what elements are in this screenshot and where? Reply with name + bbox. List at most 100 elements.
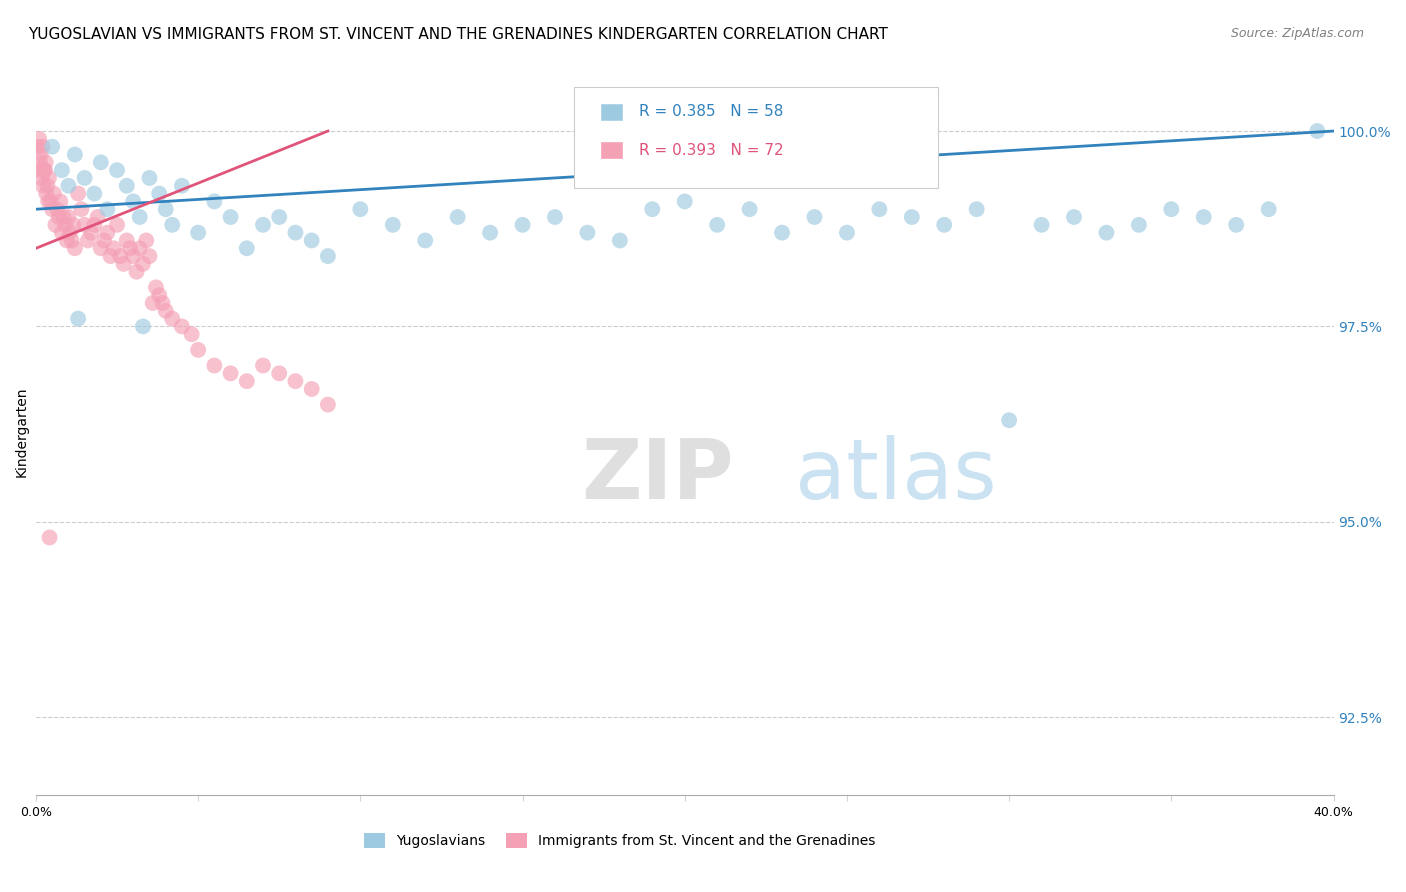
Point <box>738 202 761 217</box>
Point <box>42 186 65 201</box>
Point <box>187 343 209 357</box>
Point <box>187 226 209 240</box>
Point <box>219 367 242 381</box>
Point <box>52 210 75 224</box>
FancyBboxPatch shape <box>575 87 938 188</box>
Point <box>59 226 82 240</box>
Point <box>63 241 86 255</box>
Point <box>252 218 274 232</box>
Point <box>105 218 128 232</box>
Point <box>48 210 70 224</box>
Point <box>236 241 259 255</box>
Point <box>103 241 125 255</box>
Point <box>90 241 112 255</box>
Point <box>269 367 291 381</box>
Point <box>83 218 105 232</box>
Point <box>148 186 170 201</box>
Point <box>138 249 160 263</box>
Text: ZIP: ZIP <box>581 435 734 516</box>
Point <box>53 218 76 232</box>
Point <box>132 257 155 271</box>
FancyBboxPatch shape <box>600 141 623 160</box>
Point <box>38 170 60 185</box>
Point <box>202 194 225 209</box>
Point <box>118 241 141 255</box>
Point <box>27 139 49 153</box>
Legend: Yugoslavians, Immigrants from St. Vincent and the Grenadines: Yugoslavians, Immigrants from St. Vincen… <box>359 828 882 854</box>
Point <box>803 210 825 224</box>
Point <box>27 163 49 178</box>
Point <box>58 178 80 193</box>
Point <box>30 147 52 161</box>
Y-axis label: Kindergarten: Kindergarten <box>15 387 30 477</box>
Text: Source: ZipAtlas.com: Source: ZipAtlas.com <box>1230 27 1364 40</box>
Point <box>609 234 631 248</box>
Point <box>122 249 145 263</box>
Point <box>122 194 145 209</box>
Point <box>1128 218 1150 232</box>
Point <box>58 210 80 224</box>
Point <box>112 257 135 271</box>
Point <box>1160 202 1182 217</box>
Point <box>86 210 108 224</box>
Point <box>202 359 225 373</box>
Point <box>236 374 259 388</box>
Point <box>641 202 664 217</box>
Point <box>544 210 567 224</box>
Point <box>105 163 128 178</box>
Point <box>96 226 118 240</box>
Point <box>155 303 177 318</box>
Point <box>83 186 105 201</box>
Point <box>160 311 183 326</box>
Point <box>28 132 51 146</box>
Point <box>269 210 291 224</box>
Point <box>512 218 534 232</box>
Point <box>284 226 307 240</box>
Point <box>479 226 502 240</box>
Point <box>49 194 72 209</box>
Point <box>180 327 202 342</box>
Point <box>381 218 404 232</box>
Point <box>1031 218 1053 232</box>
Point <box>1095 226 1118 240</box>
Point <box>73 218 96 232</box>
Point <box>51 226 73 240</box>
Point <box>835 226 858 240</box>
Point <box>100 249 122 263</box>
Point <box>51 163 73 178</box>
Point <box>32 178 55 193</box>
Point <box>934 218 956 232</box>
Point <box>37 178 59 193</box>
Point <box>145 280 167 294</box>
Point <box>132 319 155 334</box>
Point <box>148 288 170 302</box>
Point <box>447 210 470 224</box>
Point <box>966 202 988 217</box>
Point <box>1225 218 1247 232</box>
Point <box>96 202 118 217</box>
Point <box>115 178 138 193</box>
Point <box>138 170 160 185</box>
Point <box>252 359 274 373</box>
Point <box>76 234 98 248</box>
Text: atlas: atlas <box>794 435 997 516</box>
FancyBboxPatch shape <box>600 103 623 120</box>
Point <box>316 398 339 412</box>
Point <box>152 296 174 310</box>
Point <box>80 226 103 240</box>
Point <box>706 218 728 232</box>
Point <box>576 226 599 240</box>
Point <box>37 194 59 209</box>
Point <box>1192 210 1215 224</box>
Point <box>35 186 58 201</box>
Point <box>90 155 112 169</box>
Point <box>770 226 793 240</box>
Point <box>41 139 63 153</box>
Point <box>115 234 138 248</box>
Point <box>349 202 371 217</box>
Point <box>1063 210 1085 224</box>
Point <box>28 155 51 169</box>
Point <box>55 234 77 248</box>
Point <box>67 186 90 201</box>
Point <box>128 241 150 255</box>
